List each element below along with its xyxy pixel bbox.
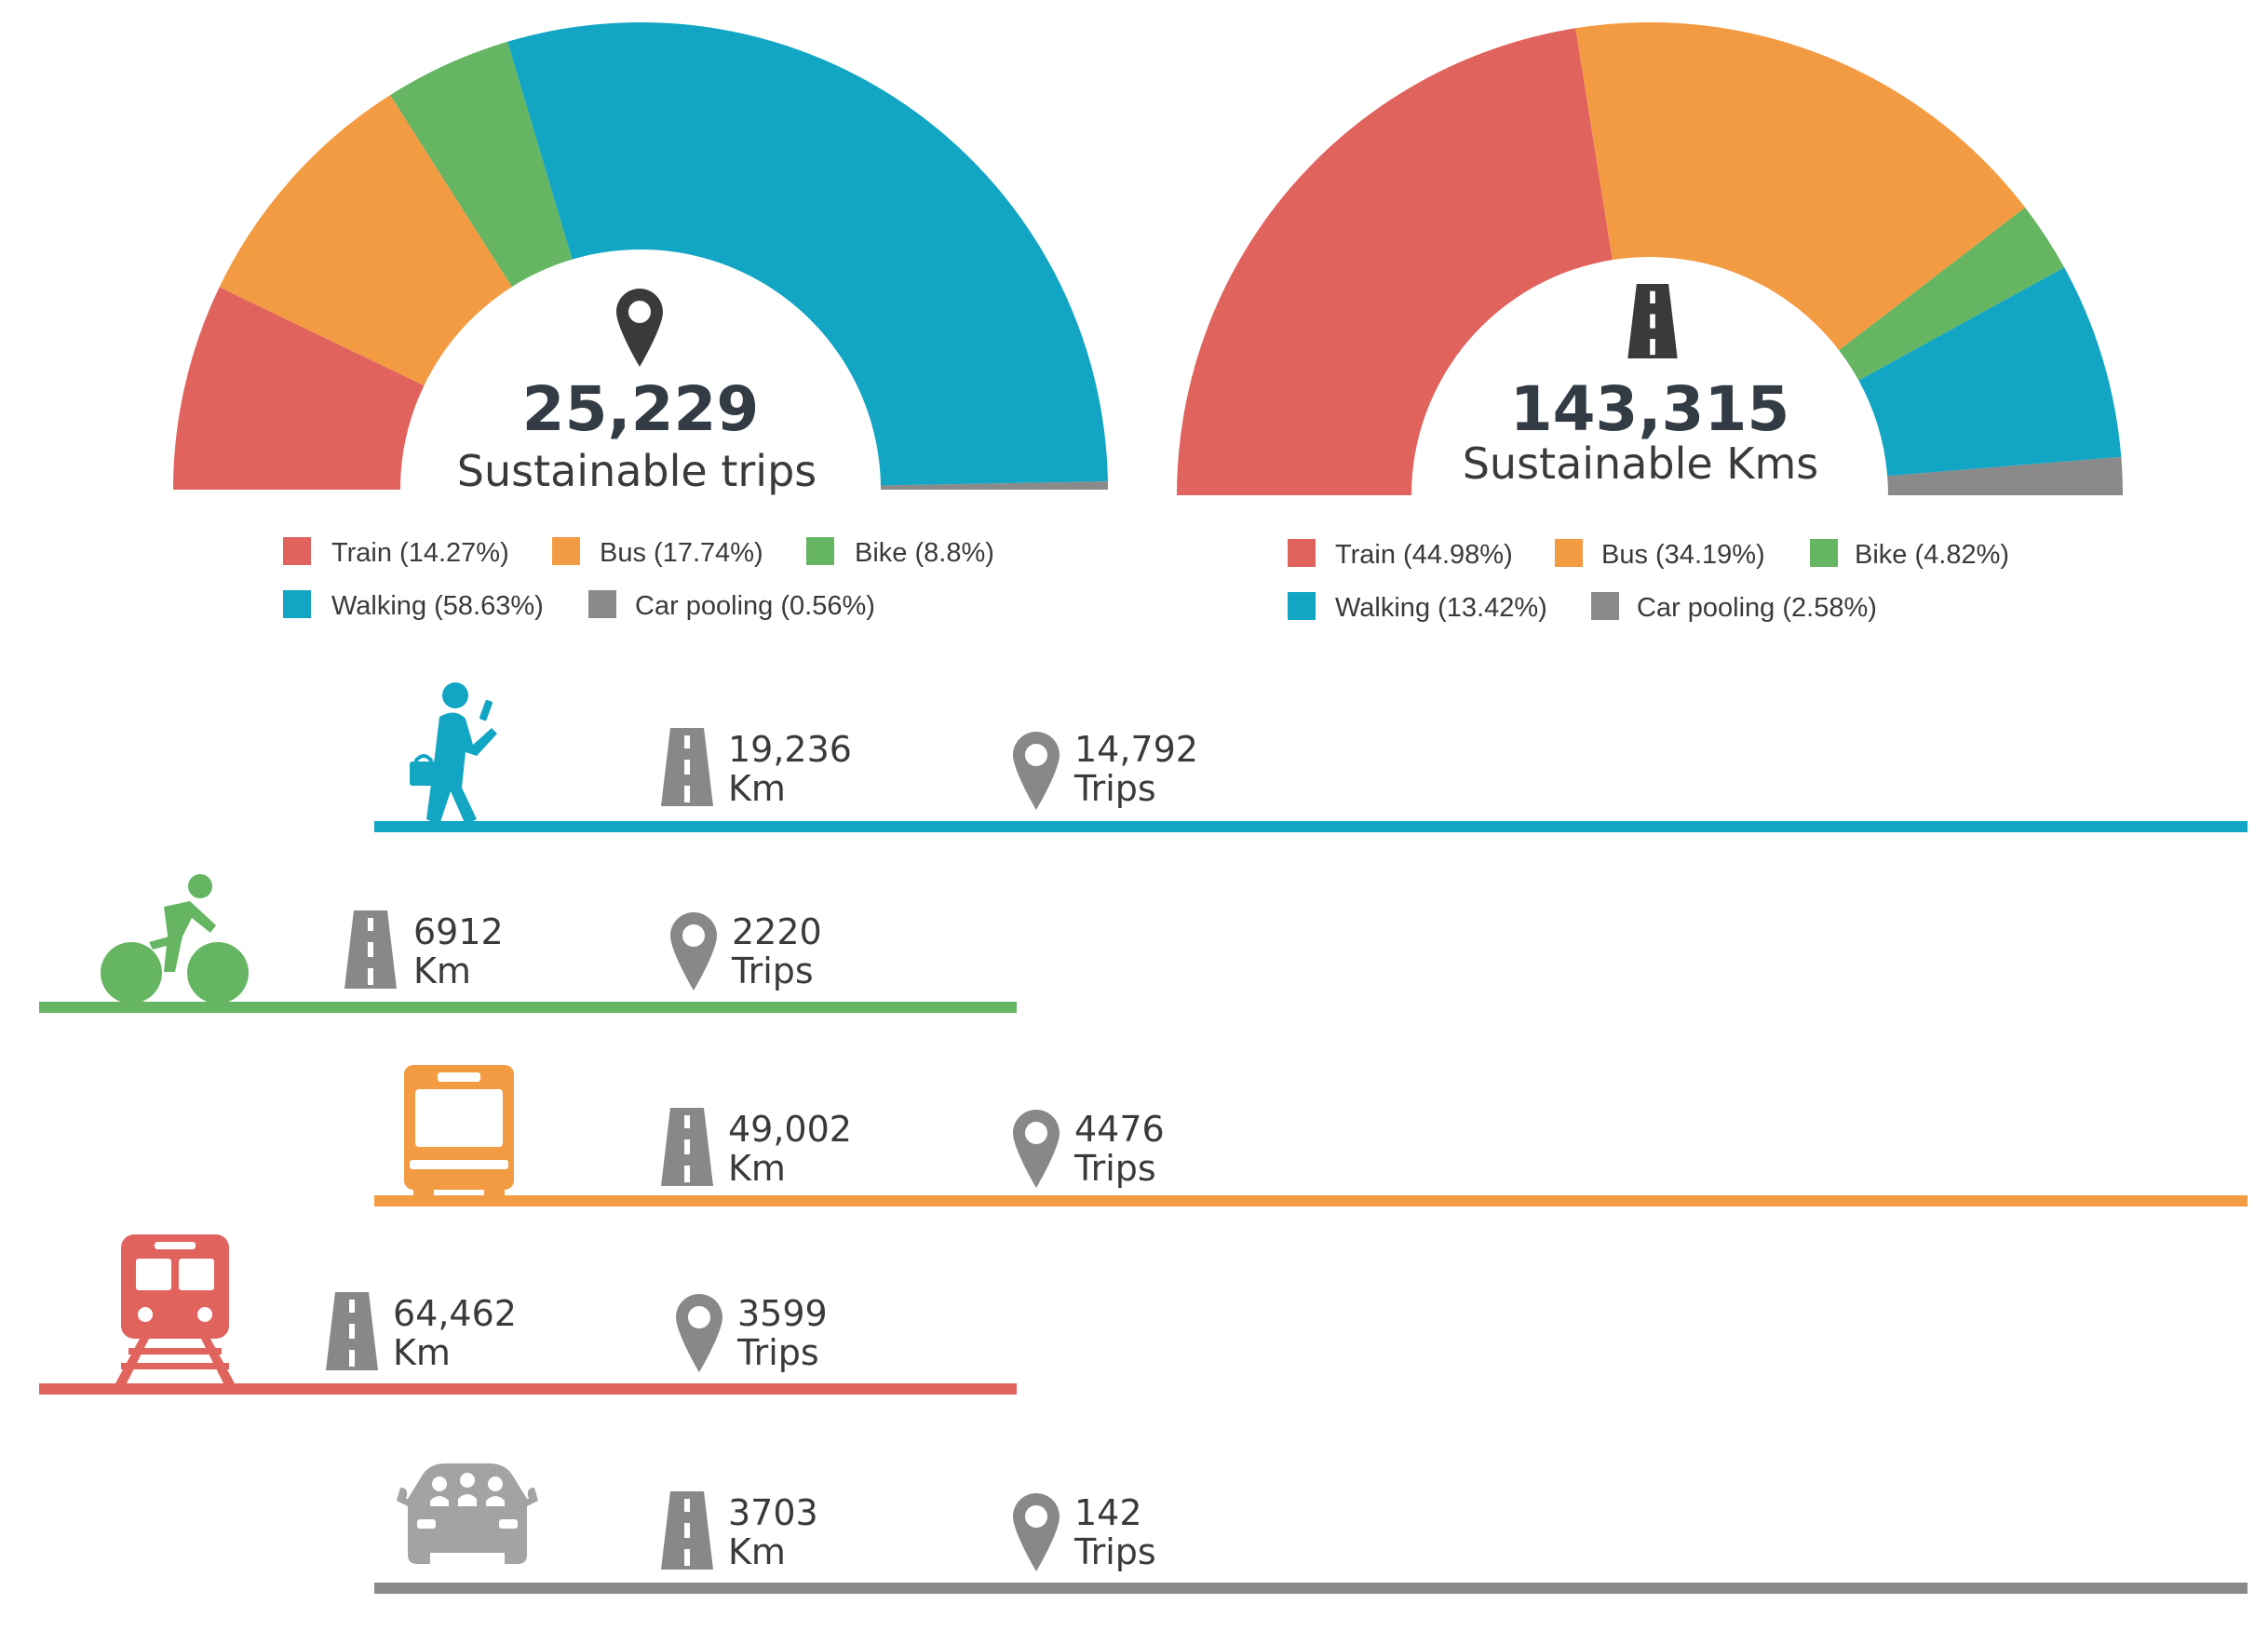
trips-legend: Train (14.27%) Bus (17.74%) Bike (8.8%) …	[283, 537, 994, 621]
location-pin-icon	[1013, 1110, 1060, 1188]
walking-person-icon	[410, 682, 497, 825]
bus-km-unit: Km	[728, 1148, 786, 1189]
bike-km-value: 6912	[413, 911, 504, 952]
legend-swatch-bike	[806, 537, 834, 565]
legend-label-train: Train (44.98%)	[1335, 540, 1513, 570]
trips-center-pin-icon	[616, 289, 663, 367]
cyclist-icon	[101, 874, 249, 1004]
legend-label-bus: Bus (17.74%)	[600, 538, 763, 568]
walking-baseline	[374, 821, 2248, 832]
kms-legend: Train (44.98%) Bus (34.19%) Bike (4.82%)…	[1288, 539, 2009, 623]
kms-center-road-icon	[1627, 284, 1678, 358]
walking-trips-value: 14,792	[1074, 729, 1198, 770]
train-icon	[115, 1234, 235, 1383]
road-icon	[344, 910, 397, 989]
road-icon	[661, 1108, 713, 1186]
slice-bus	[219, 95, 512, 386]
legend-label-car-pooling: Car pooling (2.58%)	[1637, 593, 1877, 623]
bus-km-value: 49,002	[728, 1109, 852, 1150]
train-baseline	[39, 1383, 1017, 1395]
legend-label-bike: Bike (4.82%)	[1855, 540, 2009, 570]
slice-car-pooling	[1887, 456, 2123, 495]
slice-walking	[507, 22, 1108, 486]
mode-row-bus: 49,002 Km 4476 Trips	[374, 1065, 2248, 1206]
bus-icon	[404, 1065, 514, 1201]
slice-train	[173, 287, 425, 490]
location-pin-icon	[1013, 1493, 1060, 1571]
slice-car-pooling	[880, 481, 1108, 490]
car-pooling-trips-unit: Trips	[1073, 1531, 1156, 1572]
location-pin-icon	[1013, 732, 1060, 810]
legend-swatch-walking	[1288, 592, 1316, 620]
slice-bus	[1575, 22, 2026, 351]
mode-row-car-pooling: 3703 Km 142 Trips	[374, 1463, 2248, 1594]
car-pooling-km-value: 3703	[728, 1492, 818, 1533]
slice-train	[1177, 28, 1613, 495]
legend-swatch-train	[283, 537, 311, 565]
legend-swatch-car-pooling	[588, 590, 616, 618]
train-km-unit: Km	[393, 1332, 451, 1373]
bike-trips-unit: Trips	[731, 950, 814, 991]
legend-label-bus: Bus (34.19%)	[1601, 540, 1765, 570]
legend-swatch-bus	[1555, 539, 1583, 567]
legend-label-train: Train (14.27%)	[331, 538, 509, 568]
car-pooling-trips-value: 142	[1074, 1492, 1142, 1533]
road-icon	[326, 1292, 378, 1370]
slice-bike	[390, 41, 573, 288]
car-pooling-baseline	[374, 1583, 2248, 1594]
legend-swatch-bus	[552, 537, 580, 565]
bike-km-unit: Km	[413, 950, 471, 991]
road-icon	[661, 728, 713, 806]
walking-km-unit: Km	[728, 768, 786, 809]
bike-baseline	[39, 1002, 1017, 1013]
legend-swatch-train	[1288, 539, 1316, 567]
train-trips-value: 3599	[737, 1293, 828, 1334]
location-pin-icon	[676, 1294, 722, 1372]
kms-title: Sustainable Kms	[1463, 438, 1819, 489]
mode-row-bike: 6912 Km 2220 Trips	[39, 874, 1017, 1013]
bus-trips-value: 4476	[1074, 1109, 1165, 1150]
slice-bike	[1839, 207, 2065, 381]
trips-total: 25,229	[522, 373, 760, 445]
bike-trips-value: 2220	[732, 911, 822, 952]
road-icon	[661, 1491, 713, 1570]
kms-half-donut-chart	[1177, 22, 2123, 495]
legend-label-bike: Bike (8.8%)	[855, 538, 994, 568]
mode-row-train: 64,462 Km 3599 Trips	[39, 1234, 1017, 1395]
train-trips-unit: Trips	[736, 1332, 819, 1373]
walking-trips-unit: Trips	[1073, 768, 1156, 809]
walking-km-value: 19,236	[728, 729, 852, 770]
trips-half-donut-chart	[173, 22, 1108, 490]
legend-label-walking: Walking (58.63%)	[331, 591, 544, 621]
kms-total: 143,315	[1510, 373, 1790, 445]
legend-swatch-walking	[283, 590, 311, 618]
slice-walking	[1858, 267, 2122, 477]
legend-label-walking: Walking (13.42%)	[1335, 593, 1547, 623]
location-pin-icon	[670, 912, 717, 991]
car-icon	[397, 1463, 538, 1564]
mode-row-walking: 19,236 Km 14,792 Trips	[374, 682, 2248, 832]
legend-label-car-pooling: Car pooling (0.56%)	[635, 591, 875, 621]
legend-swatch-bike	[1810, 539, 1838, 567]
bus-trips-unit: Trips	[1073, 1148, 1156, 1189]
trips-title: Sustainable trips	[457, 446, 817, 496]
legend-swatch-car-pooling	[1591, 592, 1619, 620]
car-pooling-km-unit: Km	[728, 1531, 786, 1572]
train-km-value: 64,462	[393, 1293, 517, 1334]
bus-baseline	[374, 1195, 2248, 1206]
